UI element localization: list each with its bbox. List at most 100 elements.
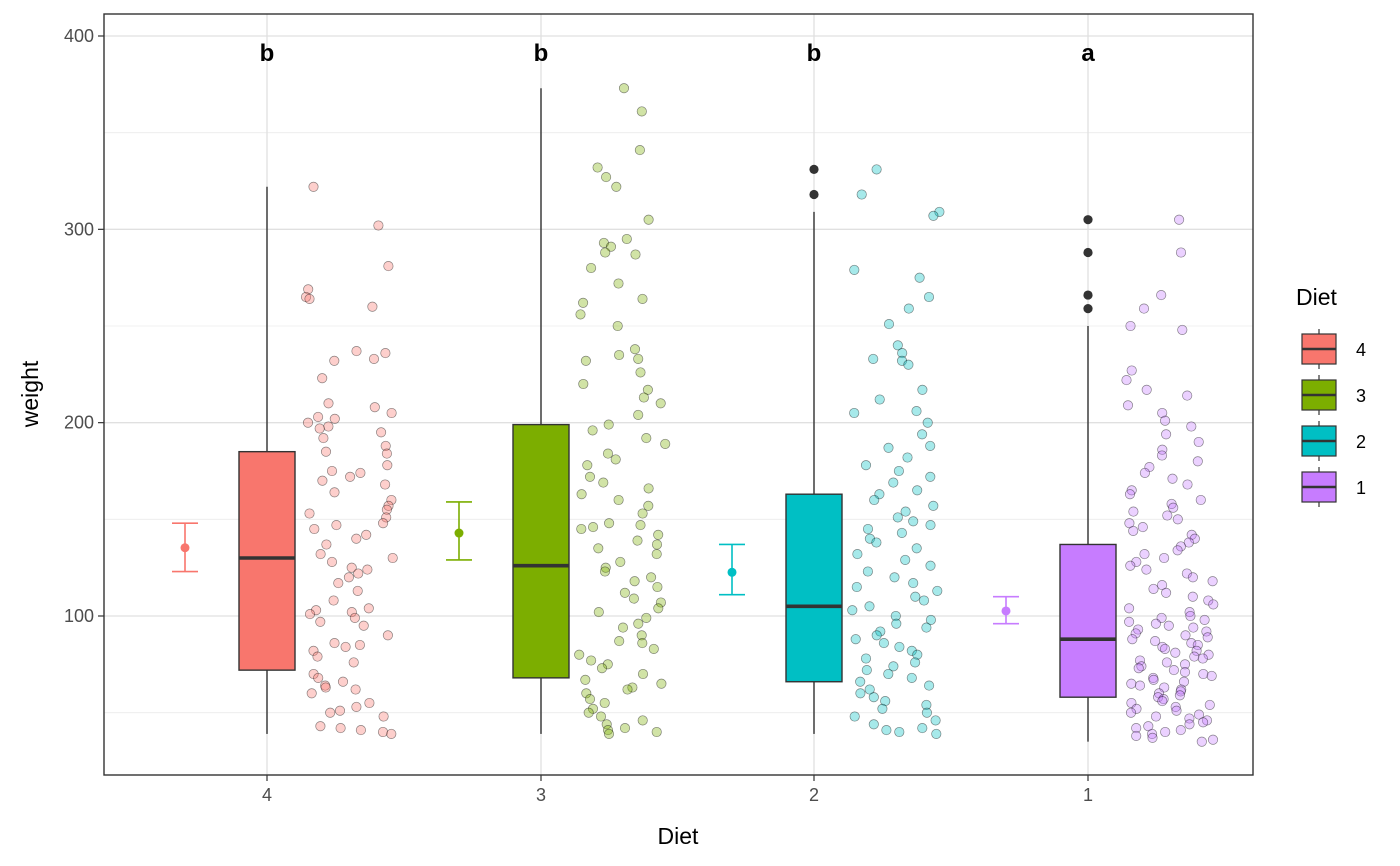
legend-item-1: 1: [1301, 467, 1366, 507]
data-point: [308, 181, 319, 192]
data-point: [862, 523, 874, 535]
data-point: [1157, 444, 1168, 455]
x-axis-title: Diet: [658, 823, 700, 849]
data-point: [578, 378, 589, 390]
data-point: [587, 425, 598, 436]
data-point: [304, 293, 315, 304]
data-point: [874, 489, 885, 500]
data-point: [1177, 324, 1188, 335]
data-point: [312, 651, 323, 662]
data-point: [1141, 564, 1152, 575]
data-point: [893, 465, 904, 477]
data-point: [641, 612, 652, 623]
data-point: [1133, 663, 1144, 674]
data-point: [333, 578, 344, 589]
data-point: [1187, 591, 1198, 602]
significance-letter: b: [260, 40, 275, 67]
data-point: [1175, 541, 1186, 552]
data-point: [1159, 682, 1170, 693]
data-point: [860, 653, 872, 664]
data-point: [633, 409, 644, 420]
data-point: [1147, 728, 1158, 739]
data-point: [883, 442, 894, 453]
data-point: [614, 636, 625, 647]
data-point: [311, 605, 322, 616]
data-point: [599, 697, 610, 709]
data-point: [1156, 290, 1167, 301]
data-point: [1126, 485, 1137, 496]
data-point: [320, 446, 332, 457]
data-point: [880, 696, 891, 707]
data-point: [381, 448, 392, 459]
data-point: [878, 638, 889, 649]
data-point: [320, 680, 331, 691]
data-point: [602, 659, 613, 670]
data-point: [376, 427, 387, 438]
data-point: [925, 471, 936, 482]
data-point: [1201, 626, 1212, 637]
data-point: [329, 487, 340, 498]
data-point: [847, 605, 858, 616]
data-point: [619, 587, 630, 598]
data-point: [1161, 657, 1172, 668]
data-point: [1183, 537, 1194, 548]
data-point: [613, 278, 624, 289]
data-point: [1203, 595, 1214, 606]
data-point: [611, 181, 622, 192]
box: [512, 423, 570, 679]
mean-point: [727, 567, 737, 577]
data-point: [364, 697, 375, 709]
outlier-point: [809, 189, 819, 200]
data-point: [321, 539, 332, 550]
data-point: [906, 672, 917, 683]
data-point: [1141, 384, 1152, 395]
box: [238, 450, 296, 671]
data-point: [380, 348, 391, 359]
data-point: [629, 344, 641, 355]
data-point: [632, 535, 643, 546]
data-point: [1126, 365, 1137, 376]
data-point: [894, 726, 905, 738]
data-point: [633, 618, 644, 629]
legend-title: Diet: [1296, 284, 1338, 310]
legend-label: 2: [1356, 432, 1366, 452]
data-point: [1171, 705, 1182, 716]
data-point: [304, 609, 316, 620]
data-point: [931, 728, 942, 739]
data-point: [580, 674, 591, 685]
data-point: [1208, 599, 1219, 610]
data-point: [1157, 696, 1168, 707]
data-point: [363, 603, 374, 614]
data-point: [1162, 510, 1173, 521]
data-point: [1150, 711, 1162, 722]
data-point: [351, 533, 362, 544]
data-point: [588, 522, 599, 533]
data-point: [318, 433, 329, 444]
data-point: [1148, 672, 1159, 683]
data-point: [1130, 628, 1141, 639]
data-point: [349, 612, 360, 623]
data-point: [353, 568, 364, 579]
data-point: [1124, 616, 1135, 627]
data-point: [381, 512, 392, 523]
data-point: [1199, 614, 1210, 625]
data-point: [582, 460, 593, 471]
outlier-point: [1083, 247, 1093, 258]
data-point: [584, 694, 596, 705]
data-point: [578, 297, 589, 308]
x-tick-label: 4: [262, 785, 272, 805]
significance-letter: b: [534, 40, 549, 67]
data-point: [651, 539, 663, 550]
data-point: [1201, 715, 1213, 726]
data-point: [369, 402, 380, 413]
data-point: [340, 641, 351, 652]
data-point: [1182, 390, 1193, 401]
data-point: [383, 500, 394, 511]
data-point: [1197, 653, 1208, 664]
data-point: [1126, 678, 1137, 689]
data-point: [1161, 587, 1172, 598]
data-point: [621, 233, 632, 245]
data-point: [928, 210, 939, 221]
data-point: [1170, 701, 1181, 712]
data-point: [864, 684, 875, 695]
